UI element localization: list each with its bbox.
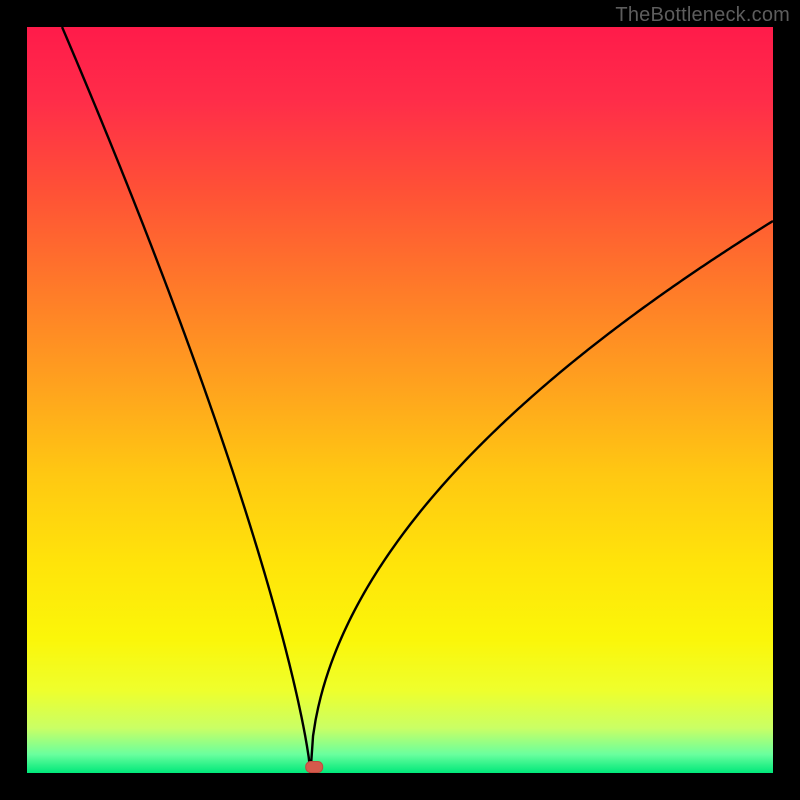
watermark-text: TheBottleneck.com xyxy=(615,4,790,27)
chart-container: TheBottleneck.com xyxy=(0,0,800,800)
bottleneck-chart xyxy=(0,0,800,800)
optimal-point-marker xyxy=(306,762,323,773)
plot-area-background xyxy=(27,27,773,773)
